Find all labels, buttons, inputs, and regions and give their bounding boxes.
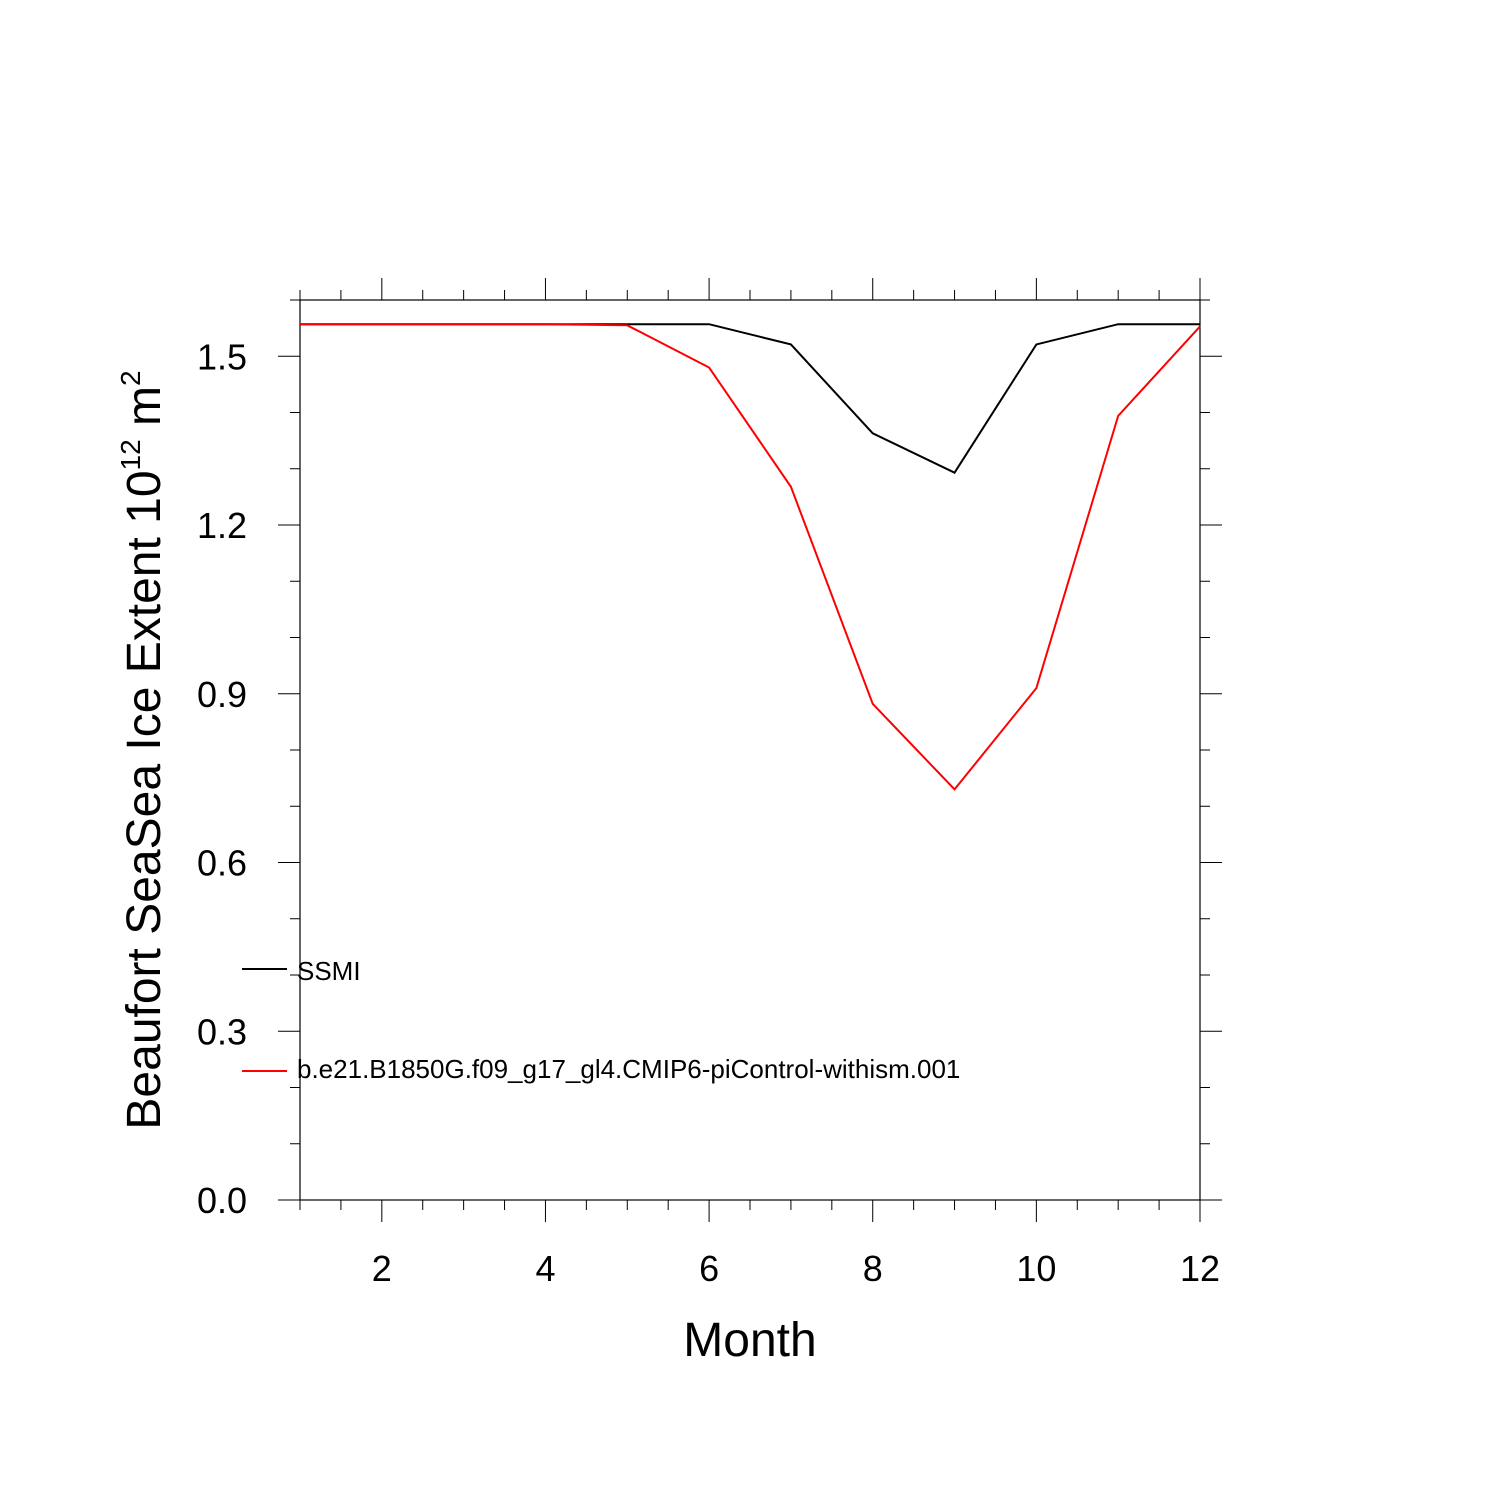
y-axis-label: Beaufort SeaSea Ice Extent 1012 m2 xyxy=(115,370,171,1129)
x-tick-label: 12 xyxy=(1180,1248,1220,1289)
y-tick-label: 0.6 xyxy=(197,843,247,884)
y-tick-label: 0.0 xyxy=(197,1180,247,1221)
series-line-model xyxy=(300,323,1201,791)
x-tick-label: 6 xyxy=(699,1248,719,1289)
series-lines xyxy=(300,323,1201,791)
y-axis-label-exponent: 12 xyxy=(115,439,146,470)
y-axis-label-main: Beaufort SeaSea Ice Extent 10 xyxy=(118,470,171,1129)
x-axis-ticks xyxy=(299,278,1201,1222)
y-axis-ticks xyxy=(278,299,1222,1201)
y-tick-label: 1.5 xyxy=(197,336,247,377)
legend-label-ssmi: SSMI xyxy=(297,956,361,986)
x-tick-label: 10 xyxy=(1016,1248,1056,1289)
y-tick-label: 0.3 xyxy=(197,1011,247,1052)
x-tick-label: 8 xyxy=(863,1248,883,1289)
y-axis-label-unit: m xyxy=(118,386,171,439)
legend: SSMI b.e21.B1850G.f09_g17_gl4.CMIP6-piCo… xyxy=(242,956,960,1084)
legend-label-model: b.e21.B1850G.f09_g17_gl4.CMIP6-piControl… xyxy=(297,1054,960,1084)
x-axis-label: Month xyxy=(683,1314,816,1367)
y-tick-label: 0.9 xyxy=(197,674,247,715)
x-axis-tick-labels: 2 4 6 8 10 12 xyxy=(372,1248,1220,1289)
y-axis-tick-labels: 0.0 0.3 0.6 0.9 1.2 1.5 xyxy=(197,336,247,1221)
y-axis-label-unit-exponent: 2 xyxy=(115,370,146,386)
x-tick-label: 4 xyxy=(535,1248,555,1289)
x-tick-label: 2 xyxy=(372,1248,392,1289)
series-line-ssmi xyxy=(300,323,1200,474)
y-tick-label: 1.2 xyxy=(197,505,247,546)
